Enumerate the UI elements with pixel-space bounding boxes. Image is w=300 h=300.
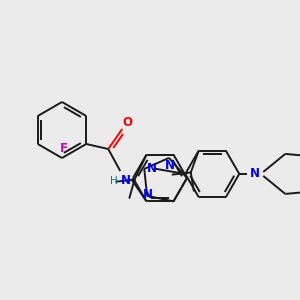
- Text: O: O: [122, 116, 132, 130]
- Text: N: N: [147, 162, 157, 176]
- Text: F: F: [60, 142, 68, 154]
- Text: H: H: [110, 176, 118, 186]
- Text: N: N: [250, 167, 260, 180]
- Text: N: N: [165, 159, 175, 172]
- Text: N: N: [121, 175, 131, 188]
- Text: N: N: [143, 188, 153, 201]
